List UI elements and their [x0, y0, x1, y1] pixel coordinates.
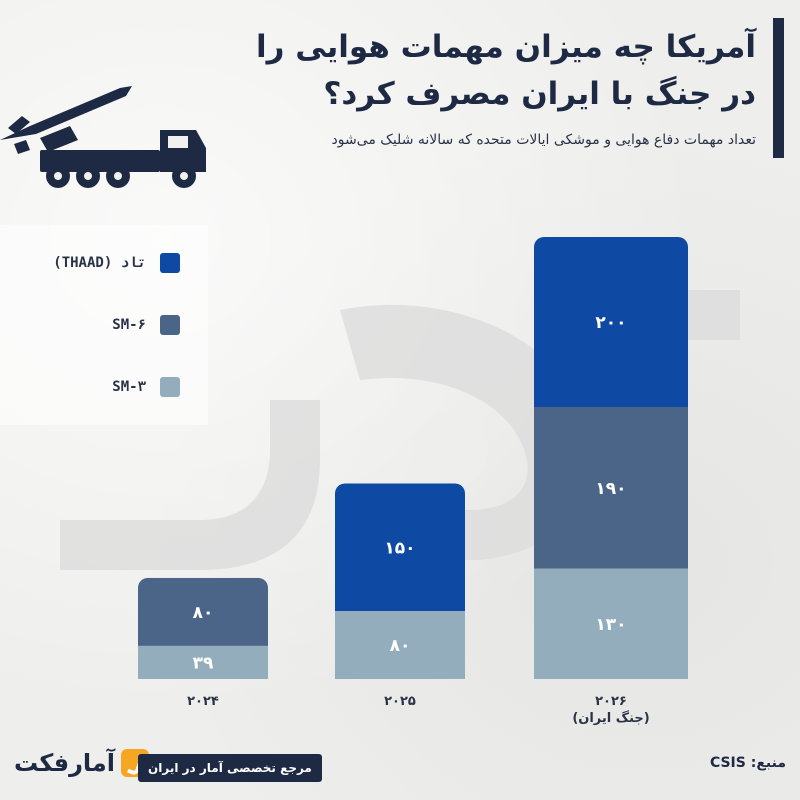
logo-text: آمارفکت [14, 749, 116, 777]
data-label-sm6-2026: ۱۹۰ [595, 479, 626, 499]
legend-item-thaad: تاد (THAAD) [53, 252, 180, 274]
bar-2024 [138, 577, 268, 679]
legend-swatch-sm6 [160, 315, 180, 335]
page-title: آمریکا چه میزان مهمات هوایی را در جنگ با… [256, 29, 756, 112]
legend: تاد (THAAD) SM-۶ SM-۳ [0, 225, 208, 425]
bar-2025 [335, 483, 465, 679]
category-label-line: ۲۰۲۵ [384, 694, 416, 709]
bar-2026 [534, 237, 688, 679]
brand-logo: آمارفکت [14, 749, 149, 777]
brand-tagline: مرجع تخصصی آمار در ایران [138, 754, 322, 782]
legend-swatch-thaad [160, 253, 180, 273]
legend-label-sm3: SM-۳ [112, 379, 146, 395]
legend-swatch-sm3 [160, 377, 180, 397]
data-label-thaad-2025: ۱۵۰ [384, 538, 415, 558]
bar-segment-sm6-2024 [138, 577, 268, 646]
category-label-line: ۲۰۲۴ [187, 694, 219, 709]
title-accent-bar [773, 18, 784, 158]
data-label-sm3-2026: ۱۳۰ [595, 615, 626, 635]
legend-item-sm3: SM-۳ [112, 376, 180, 398]
data-label-sm3-2025: ۸۰ [390, 636, 411, 656]
legend-label-sm6: SM-۶ [112, 317, 146, 333]
source-note: منبع: CSIS [709, 755, 786, 771]
category-label-2024: ۲۰۲۴ [123, 693, 283, 710]
legend-item-sm6: SM-۶ [112, 314, 180, 336]
bar-segment-sm3-2024 [138, 645, 268, 679]
bar-segment-sm3-2026 [534, 568, 688, 679]
category-label-line: ۲۰۲۶ [595, 694, 627, 709]
category-label-2026: ۲۰۲۶ (جنگ ایران) [531, 693, 691, 727]
bar-segment-sm6-2026 [534, 407, 688, 569]
page-subtitle: تعداد مهمات دفاع هوایی و موشکی ایالات مت… [331, 132, 756, 148]
category-label-2025: ۲۰۲۵ [320, 693, 480, 710]
bar-segment-thaad-2025 [335, 483, 465, 611]
data-label-sm6-2024: ۸۰ [193, 603, 214, 623]
data-label-sm3-2024: ۳۹ [193, 653, 214, 673]
missile-launcher-icon [0, 86, 206, 188]
bar-segment-thaad-2026 [534, 237, 688, 407]
category-label-line: (جنگ ایران) [572, 711, 650, 726]
bar-segment-sm3-2025 [335, 611, 465, 679]
data-label-thaad-2026: ۲۰۰ [595, 313, 626, 333]
legend-label-thaad: تاد (THAAD) [53, 255, 146, 271]
